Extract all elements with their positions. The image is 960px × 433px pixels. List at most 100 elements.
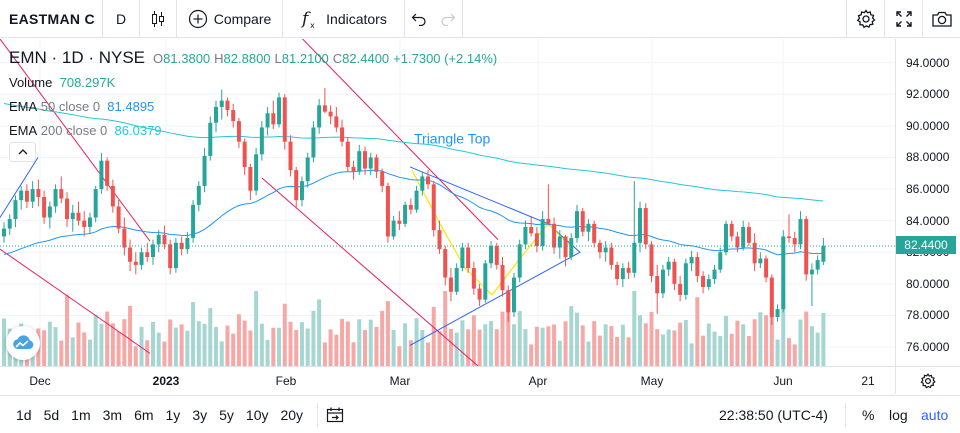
volume-bar <box>643 323 648 366</box>
candle-body <box>655 275 660 294</box>
price-axis[interactable]: 94.0000 92.0000 90.0000 88.0000 86.0000 84.00… <box>895 39 960 366</box>
range-button-1d[interactable]: 1d <box>16 406 32 423</box>
candle-body <box>420 176 425 191</box>
compare-button[interactable]: Compare <box>177 0 283 38</box>
candle-body <box>340 127 345 142</box>
volume-bar <box>683 320 688 366</box>
volume-bar <box>592 321 597 366</box>
candle-body <box>282 97 287 142</box>
volume-bar <box>351 342 356 366</box>
range-button-5y[interactable]: 5y <box>219 406 234 423</box>
interval-button[interactable]: D <box>103 0 140 38</box>
volume-bar <box>764 315 769 366</box>
candle-body <box>385 185 390 237</box>
volume-bar <box>122 319 127 366</box>
volume-bar <box>706 323 711 366</box>
volume-bar <box>426 342 431 366</box>
undo-icon[interactable] <box>411 12 427 26</box>
compare-label: Compare <box>213 10 272 27</box>
price-tick-label: 76.0000 <box>906 340 950 355</box>
volume-bar <box>580 325 585 366</box>
snapshot-button[interactable] <box>922 0 960 38</box>
ema200-params: 200 close 0 <box>40 122 108 138</box>
range-button-3m[interactable]: 3m <box>102 406 123 423</box>
volume-bar <box>586 341 591 366</box>
tradingview-logo-button[interactable] <box>6 326 40 360</box>
range-button-20y[interactable]: 20y <box>280 406 304 423</box>
volume-bar <box>173 327 178 366</box>
volume-bar <box>695 297 700 366</box>
range-button-10y[interactable]: 10y <box>245 406 269 423</box>
volume-bar <box>311 310 316 366</box>
candle-body <box>156 234 161 245</box>
volume-bar <box>809 326 814 366</box>
candle-body <box>248 166 253 191</box>
candle-body <box>781 236 786 310</box>
candle-body <box>729 223 734 237</box>
fullscreen-button[interactable] <box>884 0 922 38</box>
candle-body <box>678 283 683 295</box>
volume-bar <box>431 306 436 366</box>
volume-bar <box>110 323 115 366</box>
range-button-1m[interactable]: 1m <box>71 406 91 423</box>
chart-type-button[interactable] <box>140 0 177 38</box>
legend-change: +1.7300 (+2.14%) <box>393 51 497 66</box>
volume-bar <box>219 341 224 366</box>
legend-high: H82.8800 <box>214 51 270 66</box>
volume-bar <box>477 329 482 366</box>
ema50-legend-row[interactable]: EMA 50 close 0 81.4895 <box>9 94 501 118</box>
price-tick-label: 94.0000 <box>906 55 950 70</box>
volume-bar <box>380 310 385 366</box>
ema200-legend-row[interactable]: EMA 200 close 0 86.0379 <box>9 118 501 142</box>
candle-body <box>2 228 6 237</box>
candle-body <box>426 176 431 185</box>
volume-legend-row[interactable]: Volume 708.297K <box>9 70 501 94</box>
price-tick-label: 88.0000 <box>906 150 950 165</box>
legend-symbol-title: EMN · 1D · NYSE <box>9 48 146 67</box>
symbol-search[interactable]: EASTMAN C <box>0 0 103 38</box>
indicators-label: Indicators <box>326 10 387 27</box>
volume-bar <box>718 336 723 366</box>
log-toggle[interactable]: log <box>889 406 908 423</box>
ema50-line <box>3 169 824 256</box>
candle-body <box>701 275 706 288</box>
candle-body <box>769 277 774 318</box>
ema200-value: 86.0379 <box>114 122 162 138</box>
redo-icon[interactable] <box>440 12 456 26</box>
calendar-goto-icon[interactable] <box>326 407 344 423</box>
legend-collapse-button[interactable] <box>9 142 36 162</box>
volume-bar <box>397 346 402 366</box>
date-range-group: 1d 5d 1m 3m 6m 1y 3y 5y 10y 20y <box>10 407 309 423</box>
time-axis[interactable]: Dec 2023 Feb Mar Apr May Jun 21 <box>0 366 895 394</box>
range-button-6m[interactable]: 6m <box>134 406 154 423</box>
chart-pane[interactable]: Triangle Top <box>0 39 895 366</box>
candle-body <box>242 141 247 167</box>
volume-bar <box>202 323 207 366</box>
volume-bar <box>781 291 786 366</box>
volume-label: Volume <box>9 74 53 90</box>
candle-body <box>523 226 528 245</box>
candle-body <box>47 206 52 218</box>
volume-bar <box>678 322 683 366</box>
percent-toggle[interactable]: % <box>862 406 875 423</box>
triangle-top-label: Triangle Top <box>414 130 490 146</box>
candle-body <box>746 226 751 243</box>
volume-bar <box>403 323 408 366</box>
clock-timezone[interactable]: 22:38:50 (UTC-4) <box>719 406 828 423</box>
settings-button[interactable] <box>846 0 884 38</box>
axis-settings-button[interactable] <box>895 366 960 394</box>
candle-body <box>271 113 276 125</box>
range-button-1y[interactable]: 1y <box>165 406 181 423</box>
candle-body <box>13 200 18 220</box>
price-chart[interactable]: Triangle Top <box>0 39 895 366</box>
volume-bar <box>156 332 161 366</box>
range-button-5d[interactable]: 5d <box>43 406 60 423</box>
candle-body <box>580 211 585 232</box>
range-button-3y[interactable]: 3y <box>192 406 208 423</box>
price-tick-label: 80.0000 <box>906 276 950 291</box>
open-value: 81.3800 <box>163 50 211 66</box>
volume-bar <box>552 324 557 366</box>
auto-toggle[interactable]: auto <box>921 406 949 423</box>
volume-bar <box>649 312 654 366</box>
